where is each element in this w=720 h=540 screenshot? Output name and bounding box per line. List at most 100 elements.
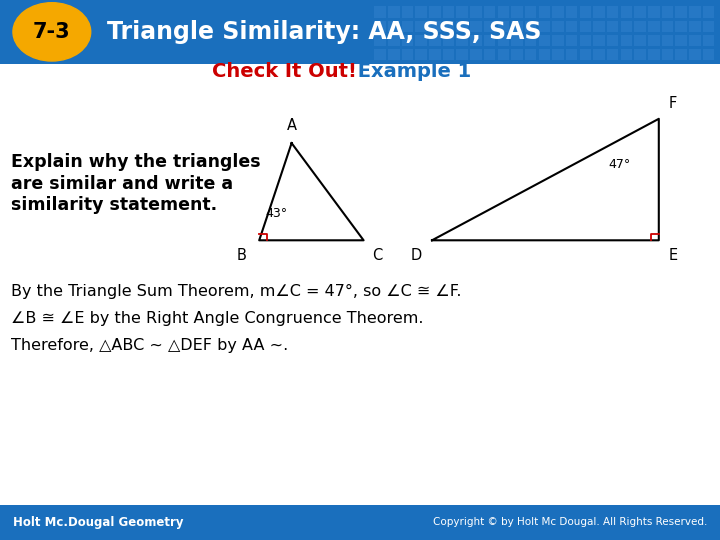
Bar xyxy=(689,21,701,32)
Bar xyxy=(402,35,413,46)
Bar xyxy=(634,6,646,18)
Bar xyxy=(675,35,687,46)
Bar xyxy=(498,6,509,18)
Text: 7-3: 7-3 xyxy=(33,22,71,42)
Text: 47°: 47° xyxy=(608,158,631,171)
Bar xyxy=(498,35,509,46)
Bar xyxy=(511,21,523,32)
Bar xyxy=(648,49,660,60)
Text: similarity statement.: similarity statement. xyxy=(11,196,217,214)
Bar xyxy=(539,49,550,60)
Text: Holt Mc.Dougal Geometry: Holt Mc.Dougal Geometry xyxy=(13,516,184,529)
Bar xyxy=(443,6,454,18)
Bar xyxy=(662,21,673,32)
Bar xyxy=(374,21,386,32)
Text: By the Triangle Sum Theorem, m∠C = 47°, so ∠C ≅ ∠F.: By the Triangle Sum Theorem, m∠C = 47°, … xyxy=(11,284,462,299)
Text: Example 1: Example 1 xyxy=(351,62,472,81)
Bar xyxy=(498,49,509,60)
Bar xyxy=(552,6,564,18)
Bar xyxy=(525,35,536,46)
Text: Therefore, △ABC ~ △DEF by AA ~.: Therefore, △ABC ~ △DEF by AA ~. xyxy=(11,338,288,353)
Bar xyxy=(511,49,523,60)
Bar xyxy=(484,21,495,32)
Bar xyxy=(703,35,714,46)
Bar xyxy=(511,6,523,18)
Bar xyxy=(593,35,605,46)
Bar xyxy=(689,6,701,18)
Bar xyxy=(388,49,400,60)
Bar xyxy=(470,35,482,46)
Bar xyxy=(689,49,701,60)
Bar xyxy=(580,6,591,18)
Bar xyxy=(443,35,454,46)
Bar xyxy=(566,21,577,32)
Bar xyxy=(443,49,454,60)
Bar xyxy=(552,49,564,60)
Bar xyxy=(648,6,660,18)
Bar xyxy=(675,6,687,18)
Bar xyxy=(484,35,495,46)
Bar xyxy=(634,49,646,60)
Bar xyxy=(511,35,523,46)
Bar xyxy=(456,21,468,32)
Bar xyxy=(484,49,495,60)
Bar xyxy=(580,21,591,32)
Bar xyxy=(566,49,577,60)
Bar xyxy=(388,6,400,18)
Bar xyxy=(621,49,632,60)
Bar xyxy=(566,35,577,46)
Bar xyxy=(374,49,386,60)
Text: B: B xyxy=(236,248,246,264)
Bar xyxy=(662,49,673,60)
Text: ∠B ≅ ∠E by the Right Angle Congruence Theorem.: ∠B ≅ ∠E by the Right Angle Congruence Th… xyxy=(11,311,423,326)
Bar xyxy=(484,6,495,18)
Bar xyxy=(539,35,550,46)
Bar xyxy=(607,35,618,46)
Bar xyxy=(429,6,441,18)
Text: D: D xyxy=(410,248,422,264)
Bar xyxy=(374,6,386,18)
Bar xyxy=(470,49,482,60)
Bar xyxy=(0,0,720,64)
Bar xyxy=(539,21,550,32)
Text: A: A xyxy=(287,118,297,133)
Bar xyxy=(580,35,591,46)
Bar xyxy=(621,21,632,32)
Bar xyxy=(388,35,400,46)
Text: Explain why the triangles: Explain why the triangles xyxy=(11,153,261,171)
Text: Check It Out!: Check It Out! xyxy=(212,62,357,81)
Text: 43°: 43° xyxy=(265,207,287,220)
Bar xyxy=(621,35,632,46)
Bar xyxy=(374,35,386,46)
Bar xyxy=(566,6,577,18)
Bar xyxy=(703,49,714,60)
Bar xyxy=(429,35,441,46)
Text: Copyright © by Holt Mc Dougal. All Rights Reserved.: Copyright © by Holt Mc Dougal. All Right… xyxy=(433,517,707,528)
Bar xyxy=(552,35,564,46)
Text: E: E xyxy=(668,248,678,264)
Bar xyxy=(415,21,427,32)
Bar xyxy=(456,49,468,60)
Bar xyxy=(648,21,660,32)
Bar xyxy=(470,21,482,32)
Bar xyxy=(552,21,564,32)
Bar xyxy=(0,505,720,540)
Bar xyxy=(415,6,427,18)
Bar xyxy=(634,21,646,32)
Bar xyxy=(593,21,605,32)
Bar xyxy=(675,49,687,60)
Bar xyxy=(689,35,701,46)
Bar xyxy=(456,6,468,18)
Text: Triangle Similarity: AA, SSS, SAS: Triangle Similarity: AA, SSS, SAS xyxy=(107,20,541,44)
Bar xyxy=(470,6,482,18)
Text: are similar and write a: are similar and write a xyxy=(11,174,233,193)
Bar xyxy=(388,21,400,32)
Bar xyxy=(607,21,618,32)
Bar xyxy=(498,21,509,32)
Bar xyxy=(621,6,632,18)
Bar xyxy=(593,6,605,18)
Bar xyxy=(703,21,714,32)
Bar xyxy=(402,21,413,32)
Circle shape xyxy=(13,3,91,61)
Bar xyxy=(443,21,454,32)
